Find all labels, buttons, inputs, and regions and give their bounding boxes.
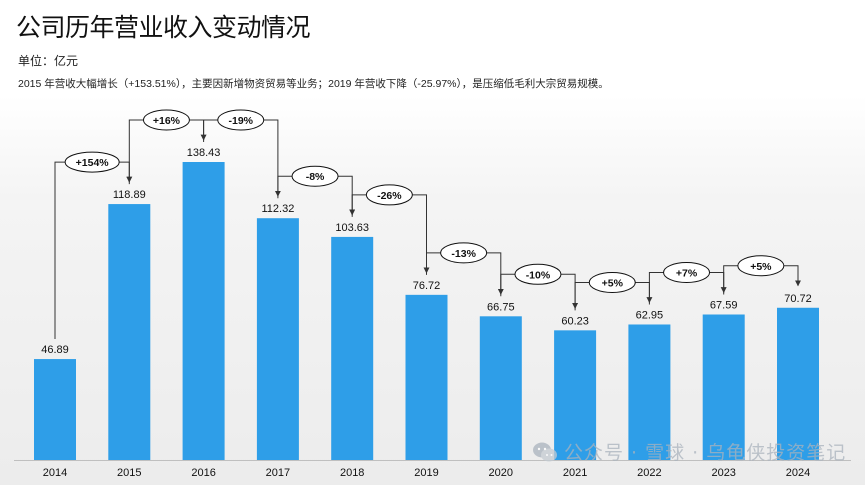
bar-2023 [702, 314, 745, 460]
watermark: 公众号 · 雪球 · 乌龟侠投资笔记 [532, 438, 846, 465]
x-tick-2015: 2015 [117, 467, 141, 479]
watermark-text: 公众号 · 雪球 · 乌龟侠投资笔记 [564, 442, 847, 464]
change-label-2015: +154% [76, 157, 110, 169]
value-label-2017: 112.32 [261, 203, 294, 215]
change-badge-2023 [663, 261, 711, 283]
change-badge-2015 [64, 151, 120, 173]
connectors-layer: +154% +16% -19% -8% -26% -13% -10% +5% +7% +5% [54, 109, 801, 340]
bar-2020 [479, 316, 522, 460]
value-label-2019: 76.72 [413, 280, 441, 292]
bar-2014 [34, 359, 76, 460]
change-label-2016: +16% [153, 115, 181, 127]
value-label-2015: 118.89 [113, 189, 146, 201]
value-label-2016: 138.43 [187, 147, 221, 159]
change-badge-2017 [217, 109, 265, 131]
x-tick-2019: 2019 [414, 467, 438, 479]
change-label-2019: -26% [377, 190, 402, 202]
change-label-2022: +5% [602, 277, 624, 289]
x-tick-2017: 2017 [266, 467, 290, 479]
change-badge-2016 [142, 109, 190, 131]
change-label-2021: -10% [526, 269, 551, 281]
x-tick-2022: 2022 [637, 467, 661, 479]
bar-2016 [182, 162, 225, 460]
change-badge-2018 [291, 165, 339, 187]
x-tick-2020: 2020 [489, 467, 513, 479]
change-label-2024: +5% [750, 261, 772, 273]
x-tick-2014: 2014 [43, 467, 67, 479]
x-tick-2016: 2016 [191, 467, 215, 479]
change-badge-2020 [440, 242, 488, 264]
value-label-2021: 60.23 [561, 315, 589, 327]
chart-note: 2015 年营收大幅增长（+153.51%），主要因新增物资贸易等业务；2019… [18, 78, 609, 90]
change-badge-2021 [514, 263, 562, 285]
bar-2022 [628, 324, 671, 460]
change-badge-2019 [365, 184, 413, 206]
bar-2017 [256, 218, 299, 460]
bar-2021 [554, 330, 597, 460]
page-title: 公司历年营业收入变动情况 [16, 13, 311, 42]
x-axis: 2014 2015 2016 2017 2018 2019 2020 2021 2022 2023… [14, 460, 851, 479]
change-label-2020: -13% [451, 248, 476, 260]
bar-2015 [108, 204, 151, 460]
value-label-2023: 67.59 [710, 299, 738, 311]
change-badge-2024 [737, 255, 785, 277]
change-label-2018: -8% [306, 171, 325, 183]
bars-layer [34, 162, 819, 460]
x-tick-2024: 2024 [786, 467, 810, 479]
wechat-icon [533, 442, 557, 461]
x-tick-2021: 2021 [563, 467, 587, 479]
bar-2019 [405, 294, 448, 460]
value-label-2018: 103.63 [335, 222, 369, 234]
value-label-2024: 70.72 [784, 293, 812, 305]
value-label-2020: 66.75 [487, 301, 515, 313]
x-tick-2023: 2023 [711, 467, 735, 479]
change-label-2023: +7% [676, 267, 698, 279]
labels-layer: 46.89 118.89 138.43 112.32 103.63 76.72 66.75 6… [41, 147, 812, 356]
x-tick-2018: 2018 [340, 467, 364, 479]
change-badge-2022 [588, 271, 636, 293]
change-label-2017: -19% [228, 115, 253, 127]
value-label-2022: 62.95 [636, 309, 664, 321]
bar-2018 [331, 236, 374, 460]
bar-2024 [777, 307, 819, 460]
unit-label: 单位：亿元 [18, 54, 79, 68]
value-label-2014: 46.89 [41, 344, 69, 356]
